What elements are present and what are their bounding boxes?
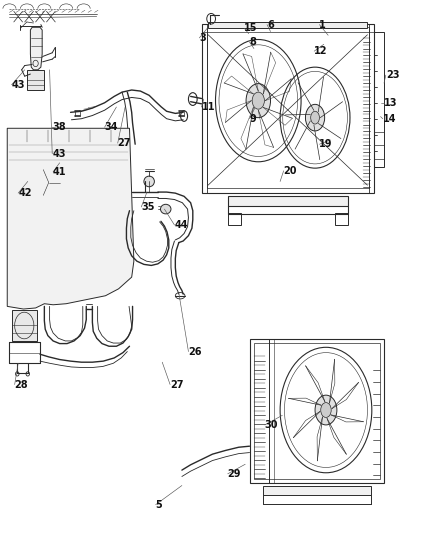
Ellipse shape: [160, 204, 171, 214]
Ellipse shape: [41, 213, 65, 245]
Text: 38: 38: [52, 122, 66, 132]
Text: 14: 14: [383, 114, 396, 124]
Text: 27: 27: [118, 138, 131, 148]
Text: 42: 42: [18, 188, 32, 198]
Bar: [18, 130, 35, 142]
Ellipse shape: [321, 402, 331, 417]
Text: 23: 23: [386, 70, 399, 80]
Text: 13: 13: [384, 98, 398, 108]
Ellipse shape: [246, 84, 271, 118]
Bar: [374, 32, 384, 166]
Text: 9: 9: [250, 114, 256, 124]
Text: 41: 41: [53, 167, 67, 177]
Polygon shape: [27, 70, 44, 90]
Ellipse shape: [311, 111, 319, 124]
Bar: [250, 339, 384, 483]
Ellipse shape: [69, 165, 102, 209]
Text: 26: 26: [188, 346, 202, 357]
Ellipse shape: [144, 176, 154, 187]
Text: 44: 44: [174, 220, 188, 230]
Text: 15: 15: [244, 23, 258, 34]
Polygon shape: [7, 128, 134, 309]
Ellipse shape: [315, 395, 337, 425]
Text: 35: 35: [141, 202, 155, 212]
Bar: [39, 130, 57, 142]
Ellipse shape: [42, 173, 56, 192]
Bar: [208, 22, 367, 28]
Ellipse shape: [35, 164, 63, 201]
Bar: [207, 27, 369, 188]
Bar: [263, 486, 371, 495]
Text: 19: 19: [319, 139, 333, 149]
Text: 30: 30: [265, 420, 278, 430]
Ellipse shape: [305, 104, 325, 131]
Text: 8: 8: [250, 37, 256, 47]
Ellipse shape: [47, 221, 59, 237]
Ellipse shape: [252, 92, 265, 109]
Text: 29: 29: [228, 469, 241, 479]
Text: 5: 5: [155, 499, 162, 510]
Bar: [81, 130, 99, 142]
Bar: [12, 310, 37, 341]
Text: 43: 43: [52, 149, 66, 159]
Bar: [60, 130, 78, 142]
Bar: [201, 24, 374, 193]
Ellipse shape: [35, 206, 71, 253]
Ellipse shape: [76, 173, 95, 200]
Bar: [228, 196, 348, 206]
Bar: [254, 343, 380, 479]
Polygon shape: [30, 27, 42, 70]
Text: 3: 3: [199, 33, 206, 43]
Bar: [102, 130, 120, 142]
Ellipse shape: [28, 155, 70, 210]
Text: 6: 6: [267, 20, 274, 30]
Bar: [228, 213, 241, 225]
Text: 20: 20: [284, 166, 297, 176]
Text: 12: 12: [314, 46, 328, 56]
Text: 34: 34: [105, 122, 118, 132]
Bar: [335, 213, 348, 225]
Text: 27: 27: [170, 379, 184, 390]
Text: 1: 1: [319, 20, 326, 30]
Text: 28: 28: [14, 379, 28, 390]
Text: 43: 43: [12, 80, 25, 90]
Text: 11: 11: [201, 102, 215, 112]
